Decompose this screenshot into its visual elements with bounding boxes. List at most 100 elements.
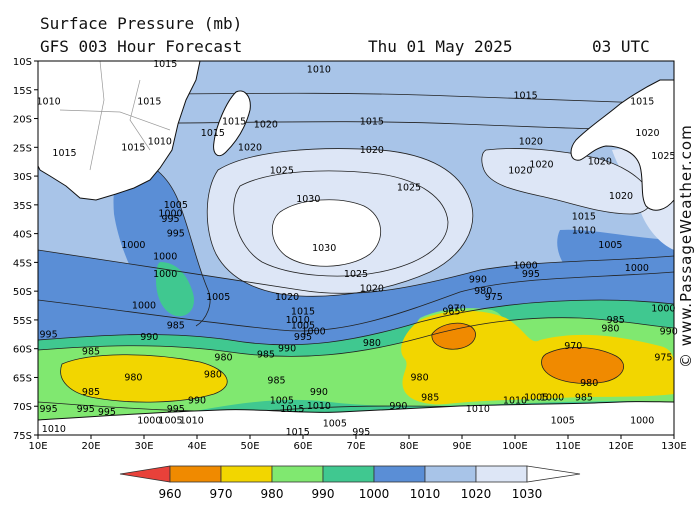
isobar-label: 990 (188, 395, 206, 406)
isobar-label: 1015 (280, 404, 304, 415)
lon-tick-label: 50E (240, 441, 259, 452)
pressure-field-960 (431, 323, 624, 384)
colorbar-min-arrow (119, 465, 171, 483)
isobar-label: 1020 (254, 119, 278, 130)
isobar-label: 990 (140, 332, 158, 343)
lat-tick-label: 55S (13, 316, 32, 327)
isobar-label: 1000 (137, 416, 161, 427)
colorbar-ticks: 960 970 980 990 1000 1010 1020 1030 (159, 487, 543, 501)
forecast-time: 03 UTC (592, 37, 650, 56)
isobar-label: 1010 (503, 395, 527, 406)
isobar-label: 1000 (625, 263, 649, 274)
isobar-label: 980 (411, 372, 429, 383)
isobar-label: 995 (167, 404, 185, 415)
isobar-label: 1000 (132, 301, 156, 312)
isobar-label: 1020 (275, 292, 299, 303)
lat-tick-label: 60S (13, 345, 32, 356)
colorbar-swatch-1020 (475, 465, 528, 483)
lat-tick-label: 35S (13, 201, 32, 212)
isobar-label: 980 (580, 378, 598, 389)
isobar-label: 1020 (360, 145, 384, 156)
isobar-label: 1025 (344, 269, 368, 280)
isobar-label: 1030 (312, 243, 336, 254)
isobar-label: 980 (214, 352, 232, 363)
isobar-label: 1020 (588, 157, 612, 168)
colorbar-max-arrow (526, 465, 581, 483)
isobar-label: 1000 (153, 252, 177, 263)
isobar-labels: 1015 1010 1015 1015 1010 1015 1015 1020 1015 1015… (37, 59, 678, 438)
australia-landmass (570, 79, 674, 211)
isobar-label: 980 (363, 338, 381, 349)
lon-tick-label: 20E (81, 441, 100, 452)
isobar-label: 1000 (153, 269, 177, 280)
isobar-label: 1000 (540, 393, 564, 404)
colorbar-tick-label: 1000 (359, 487, 390, 501)
forecast-date: Thu 01 May 2025 (368, 37, 513, 56)
lon-tick-label: 80E (399, 441, 418, 452)
isobar-label: 1005 (270, 395, 294, 406)
isobar-label: 985 (607, 315, 625, 326)
colorbar-swatch-960 (169, 465, 222, 483)
isobar-label: 965 (442, 306, 460, 317)
isobar-label: 1015 (137, 96, 161, 107)
colorbar-tick-label: 990 (312, 487, 335, 501)
isobar-label: 1030 (296, 194, 320, 205)
isobar-label: 975 (485, 292, 503, 303)
isobar-label: 985 (82, 347, 100, 358)
isobar-label: 980 (124, 372, 142, 383)
isobar-label: 1020 (360, 283, 384, 294)
isobar-label: 995 (522, 269, 540, 280)
isobar-label: 1015 (630, 96, 654, 107)
colorbar-tick-label: 960 (159, 487, 182, 501)
isobar-label: 975 (654, 352, 672, 363)
antarctica-landmass (38, 401, 674, 435)
isobar-label: 1025 (651, 151, 675, 162)
isobar-label: 995 (352, 427, 370, 438)
isobar-label: 990 (389, 401, 407, 412)
isobar-label: 985 (167, 321, 185, 332)
isobar-label: 985 (421, 393, 439, 404)
isobar-label: 1000 (121, 240, 145, 251)
isobar-label: 985 (257, 349, 275, 360)
map-title: Surface Pressure (mb) (40, 14, 243, 33)
isobar-label: 1025 (397, 183, 421, 194)
isobar-label: 985 (575, 393, 593, 404)
lat-tick-label: 15S (13, 86, 32, 97)
lon-tick-label: 70E (346, 441, 365, 452)
isobar-label: 1000 (630, 416, 654, 427)
isobar-label: 970 (564, 341, 582, 352)
colorbar-tick-label: 980 (261, 487, 284, 501)
isobar-label: 1015 (222, 116, 246, 127)
colorbar-tick-label: 1010 (410, 487, 441, 501)
isobar-label: 995 (40, 329, 58, 340)
lat-tick-label: 25S (13, 143, 32, 154)
isobar-label: 1015 (514, 91, 538, 102)
lat-tick-label: 75S (13, 431, 32, 442)
lat-tick-label: 65S (13, 373, 32, 384)
isobar-label: 995 (40, 404, 58, 415)
landmass (38, 61, 674, 435)
country-borders (59, 61, 171, 171)
lat-tick-label: 20S (13, 115, 32, 126)
africa-landmass (38, 61, 201, 201)
colorbar-tick-label: 970 (210, 487, 233, 501)
isobar-label: 1010 (37, 96, 61, 107)
isobar-label: 995 (294, 332, 312, 343)
isobar-label: 980 (204, 370, 222, 381)
colorbar-tick-label: 1020 (461, 487, 492, 501)
isobar-label: 1000 (514, 260, 538, 271)
lon-tick-label: 130E (661, 441, 686, 452)
isobar-label: 1000 (651, 303, 675, 314)
isobar-label: 1015 (286, 427, 310, 438)
isobar-label: 1010 (180, 416, 204, 427)
isobar-label: 1020 (238, 142, 262, 153)
isobar-label: 1020 (609, 191, 633, 202)
isobar-label: 995 (167, 229, 185, 240)
colorbar-swatch-990 (322, 465, 375, 483)
forecast-label: GFS 003 Hour Forecast (40, 37, 243, 56)
isobar-label: 1025 (270, 165, 294, 176)
isobar-label: 1005 (291, 321, 315, 332)
isobar-label: 1015 (291, 306, 315, 317)
isobar-label: 1005 (551, 416, 575, 427)
lat-tick-label: 10S (13, 57, 32, 68)
